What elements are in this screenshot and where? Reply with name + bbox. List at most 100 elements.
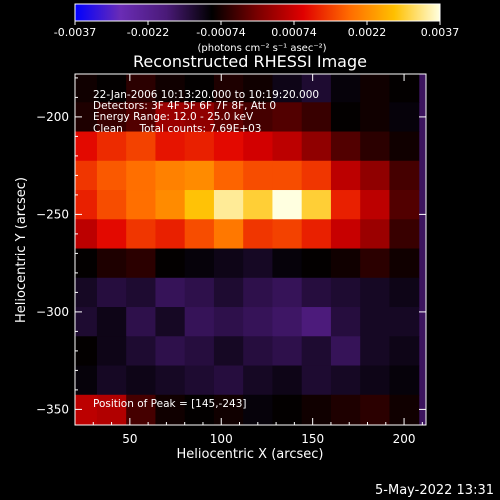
heatmap-cell bbox=[330, 277, 361, 308]
heatmap-cell bbox=[360, 277, 391, 308]
heatmap-cell bbox=[155, 102, 186, 133]
colorbar-ticks: -0.0037 -0.0022 -0.00074 0.00074 0.0022 0.003… bbox=[54, 21, 459, 39]
heatmap-cell bbox=[301, 277, 332, 308]
heatmap-cell bbox=[272, 131, 303, 162]
heatmap-cell bbox=[330, 131, 361, 162]
heatmap-cell bbox=[96, 219, 127, 250]
heatmap-cell bbox=[184, 74, 215, 103]
heatmap-cell bbox=[96, 277, 127, 308]
heatmap-cell bbox=[96, 307, 127, 337]
heatmap-cell bbox=[213, 160, 244, 191]
heatmap-cell bbox=[243, 74, 274, 103]
heatmap-cell bbox=[75, 394, 98, 425]
heatmap-cell bbox=[243, 102, 274, 133]
heatmap-cell bbox=[155, 365, 186, 396]
heatmap-cell bbox=[213, 365, 244, 396]
heatmap-cell bbox=[75, 190, 98, 220]
heatmap-cell bbox=[360, 248, 391, 279]
heatmap-cell bbox=[126, 365, 157, 396]
heatmap-cell bbox=[243, 394, 274, 425]
colorbar-unit-label: (photons cm⁻² s⁻¹ asec⁻²) bbox=[197, 43, 326, 54]
heatmap-cell bbox=[155, 219, 186, 250]
heatmap-cell bbox=[301, 190, 332, 220]
heatmap-cell bbox=[155, 277, 186, 308]
heatmap-cell bbox=[184, 365, 215, 396]
heatmap-cell bbox=[75, 307, 98, 337]
heatmap-cell bbox=[389, 131, 420, 162]
heatmap-cell bbox=[155, 307, 186, 337]
heatmap-cell bbox=[243, 277, 274, 308]
heatmap-cell bbox=[389, 102, 420, 133]
heatmap-cell bbox=[155, 131, 186, 162]
heatmap-cell bbox=[75, 160, 98, 191]
x-tick-label: 100 bbox=[210, 432, 233, 446]
heatmap-cell bbox=[213, 74, 244, 103]
heatmap-cell bbox=[126, 307, 157, 337]
heatmap-cell bbox=[155, 160, 186, 191]
heatmap-cell bbox=[184, 131, 215, 162]
heatmap-cell bbox=[360, 336, 391, 367]
heatmap-cell bbox=[360, 394, 391, 425]
info-detectors: Detectors: 3F 4F 5F 6F 7F 8F, Att 0 bbox=[93, 100, 276, 112]
heatmap-cell bbox=[360, 131, 391, 162]
heatmap-cell bbox=[96, 190, 127, 220]
heatmap-cell bbox=[155, 190, 186, 220]
heatmap-cell bbox=[272, 160, 303, 191]
heatmap-cell bbox=[272, 336, 303, 367]
heatmap-cell bbox=[126, 219, 157, 250]
heatmap-cell bbox=[213, 336, 244, 367]
heatmap-cell bbox=[75, 277, 98, 308]
heatmap-cell bbox=[389, 365, 420, 396]
plot-title: Reconstructed RHESSI Image bbox=[133, 52, 367, 71]
heatmap-cell bbox=[243, 307, 274, 337]
heatmap-cell bbox=[301, 394, 332, 425]
heatmap-cell bbox=[243, 190, 274, 220]
heatmap-cell bbox=[96, 248, 127, 279]
heatmap-cell bbox=[330, 74, 361, 103]
info-time-range: 22-Jan-2006 10:13:20.000 to 10:19:20.000 bbox=[93, 89, 319, 101]
heatmap-cell bbox=[389, 336, 420, 367]
heatmap-cell bbox=[360, 160, 391, 191]
heatmap-cell bbox=[243, 219, 274, 250]
heatmap-cell bbox=[301, 365, 332, 396]
heatmap-cell bbox=[360, 219, 391, 250]
heatmap-cell bbox=[184, 277, 215, 308]
heatmap-cell bbox=[126, 190, 157, 220]
colorbar-strip bbox=[74, 3, 441, 22]
heatmap-cell bbox=[272, 102, 303, 133]
heatmap-cell bbox=[75, 336, 98, 367]
heatmap-cell bbox=[301, 219, 332, 250]
heatmap-cell bbox=[184, 160, 215, 191]
heatmap-cell bbox=[213, 131, 244, 162]
heatmap-cell bbox=[184, 307, 215, 337]
y-tick-label: −250 bbox=[36, 207, 69, 221]
heatmap-cell bbox=[272, 307, 303, 337]
heatmap-cell bbox=[75, 248, 98, 279]
heatmap-cell bbox=[96, 74, 127, 103]
heatmap-cell bbox=[184, 394, 215, 425]
heatmap-cell bbox=[360, 190, 391, 220]
heatmap-cell bbox=[243, 248, 274, 279]
observation-info: 22-Jan-2006 10:13:20.000 to 10:19:20.000… bbox=[93, 89, 319, 410]
heatmap-cell bbox=[184, 336, 215, 367]
heatmap-cell bbox=[96, 394, 127, 425]
heatmap-cell bbox=[360, 74, 391, 103]
heatmap-cell bbox=[75, 102, 98, 133]
heatmap-cell bbox=[213, 219, 244, 250]
colorbar-tick-label: 0.0037 bbox=[421, 26, 460, 39]
heatmap-cell bbox=[360, 102, 391, 133]
heatmap-cell bbox=[126, 394, 157, 425]
info-peak-position: Position of Peak = [145,-243] bbox=[93, 398, 247, 410]
heatmap-cell bbox=[243, 336, 274, 367]
heatmap-cell bbox=[389, 307, 420, 337]
heatmap-cell bbox=[272, 190, 303, 220]
heatmap-cell bbox=[272, 248, 303, 279]
plot-frame bbox=[74, 73, 427, 426]
heatmap-cell bbox=[301, 131, 332, 162]
heatmap-cell bbox=[272, 219, 303, 250]
heatmap-cell bbox=[301, 307, 332, 337]
heatmap-cell bbox=[75, 74, 98, 103]
heatmap-cell bbox=[389, 277, 420, 308]
heatmap-cell bbox=[389, 160, 420, 191]
